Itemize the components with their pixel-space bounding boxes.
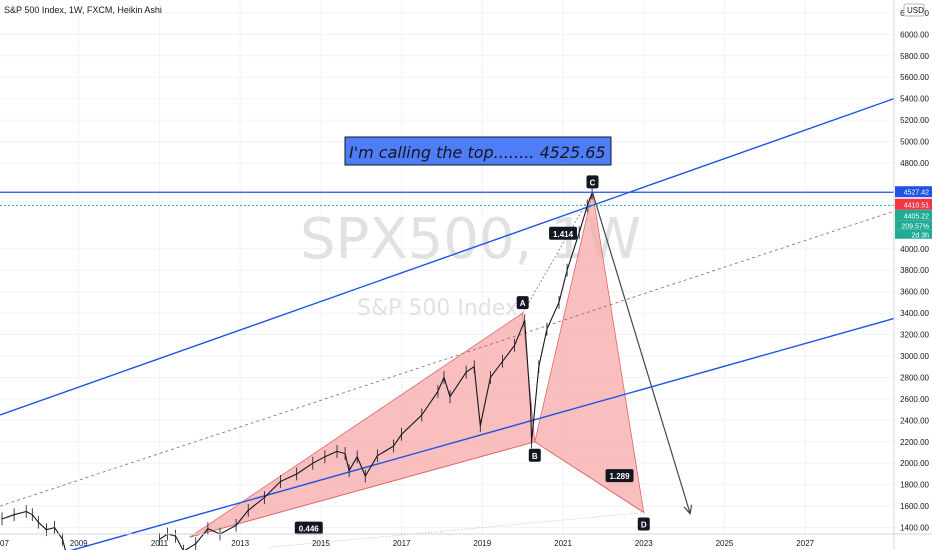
- pattern-point-label: C: [590, 178, 596, 187]
- time-tick-label: 2025: [716, 539, 734, 548]
- pattern-point-label: B: [532, 452, 538, 461]
- pattern-point-box: [516, 296, 529, 310]
- price-tick-label: 3600.00: [900, 288, 929, 297]
- pattern-leg-bd: [534, 441, 644, 513]
- ratio-label: 1.289: [610, 472, 631, 481]
- level-extra-box: [895, 229, 932, 239]
- level-price-box: [895, 198, 932, 210]
- pattern-point-box: [637, 517, 650, 531]
- time-axis[interactable]: 07 2009 2011 2013 2015 2017 2019 2021 2023 2025 20…: [0, 533, 932, 548]
- pattern-labels: A B C D 0.446 1.414 1.289: [294, 175, 650, 535]
- level-price-label: 4527.42: [904, 190, 929, 197]
- level-price-label: 4410.51: [904, 202, 929, 209]
- level-extra-label: 209.57%: [901, 223, 929, 230]
- callout-box[interactable]: I'm calling the top........ 4525.65: [344, 136, 612, 166]
- pattern-point-box: [528, 448, 541, 462]
- price-tick-label: 2400.00: [900, 416, 929, 425]
- time-tick-label: 2027: [796, 539, 814, 548]
- price-tick-label: 5000.00: [900, 138, 929, 147]
- level-price-label: 4405.22: [904, 213, 929, 220]
- time-tick-label: 2021: [554, 539, 572, 548]
- time-tick-label: 2023: [635, 539, 653, 548]
- price-tick-label: 5400.00: [900, 95, 929, 104]
- price-axis[interactable]: 1400.00 1600.00 1800.00 2000.00 2200.00 2400.…: [893, 0, 932, 550]
- price-tick-label: 2200.00: [900, 438, 929, 447]
- trend-channel[interactable]: [0, 97, 895, 550]
- pattern-point-label: A: [520, 299, 526, 308]
- currency-label: USD: [907, 6, 924, 15]
- price-tick-label: 4800.00: [900, 159, 929, 168]
- channel-mid-line: [0, 210, 895, 507]
- price-tick-label: 5800.00: [900, 52, 929, 61]
- chart-title: S&P 500 Index, 1W, FXCM, Heikin Ashi: [4, 5, 162, 15]
- time-tick-label: 2013: [231, 539, 249, 548]
- pattern-point-label: D: [641, 521, 647, 530]
- level-price-box: [895, 209, 932, 221]
- price-tick-label: 1400.00: [900, 524, 929, 533]
- watermark-name: S&P 500 Index: [357, 296, 518, 321]
- ratio-box: [605, 469, 634, 483]
- currency-badge[interactable]: USD: [903, 3, 925, 17]
- pattern-leg-ac: [522, 192, 593, 314]
- price-tick-label: 2600.00: [900, 395, 929, 404]
- time-tick-label: 2015: [312, 539, 330, 548]
- ratio-label: 1.414: [553, 230, 574, 239]
- time-tick-label: 2009: [70, 539, 88, 548]
- channel-lower-line: [69, 317, 895, 550]
- pattern-leg-xb: [189, 441, 535, 538]
- time-tick-label: 2017: [393, 539, 411, 548]
- price-series: [1, 186, 593, 550]
- price-tick-label: 3200.00: [900, 331, 929, 340]
- ratio-box: [549, 226, 578, 240]
- ratio-box: [294, 521, 323, 535]
- projection-arrow-head: [683, 504, 693, 515]
- time-tick-label: 07: [0, 539, 9, 548]
- price-tick-label: 5200.00: [900, 116, 929, 125]
- time-tick-label: 2011: [151, 539, 169, 548]
- price-tick-label: 3400.00: [900, 309, 929, 318]
- callout-text: I'm calling the top........ 4525.65: [349, 143, 606, 162]
- channel-upper-line: [0, 97, 895, 416]
- pattern-point-box: [586, 175, 599, 189]
- price-tick-label: 4000.00: [900, 245, 929, 254]
- ratio-label: 0.446: [299, 525, 320, 534]
- level-extra-label: 2d 3h: [911, 232, 929, 239]
- projection-arrow: [591, 192, 691, 514]
- time-tick-label: 2019: [473, 539, 491, 548]
- level-price-box: [895, 186, 932, 198]
- price-tick-label: 1800.00: [900, 481, 929, 490]
- price-tick-label: 2000.00: [900, 459, 929, 468]
- chart-grid: [0, 0, 894, 534]
- price-tick-label: 2800.00: [900, 373, 929, 382]
- price-tick-label: 5600.00: [900, 73, 929, 82]
- price-tick-label: 1600.00: [900, 502, 929, 511]
- price-tick-label: 3000.00: [900, 352, 929, 361]
- horizontal-levels[interactable]: [0, 191, 894, 206]
- price-tick-label: 6000.00: [900, 30, 929, 39]
- price-tick-label: 3800.00: [900, 266, 929, 275]
- level-extra-box: [895, 220, 932, 230]
